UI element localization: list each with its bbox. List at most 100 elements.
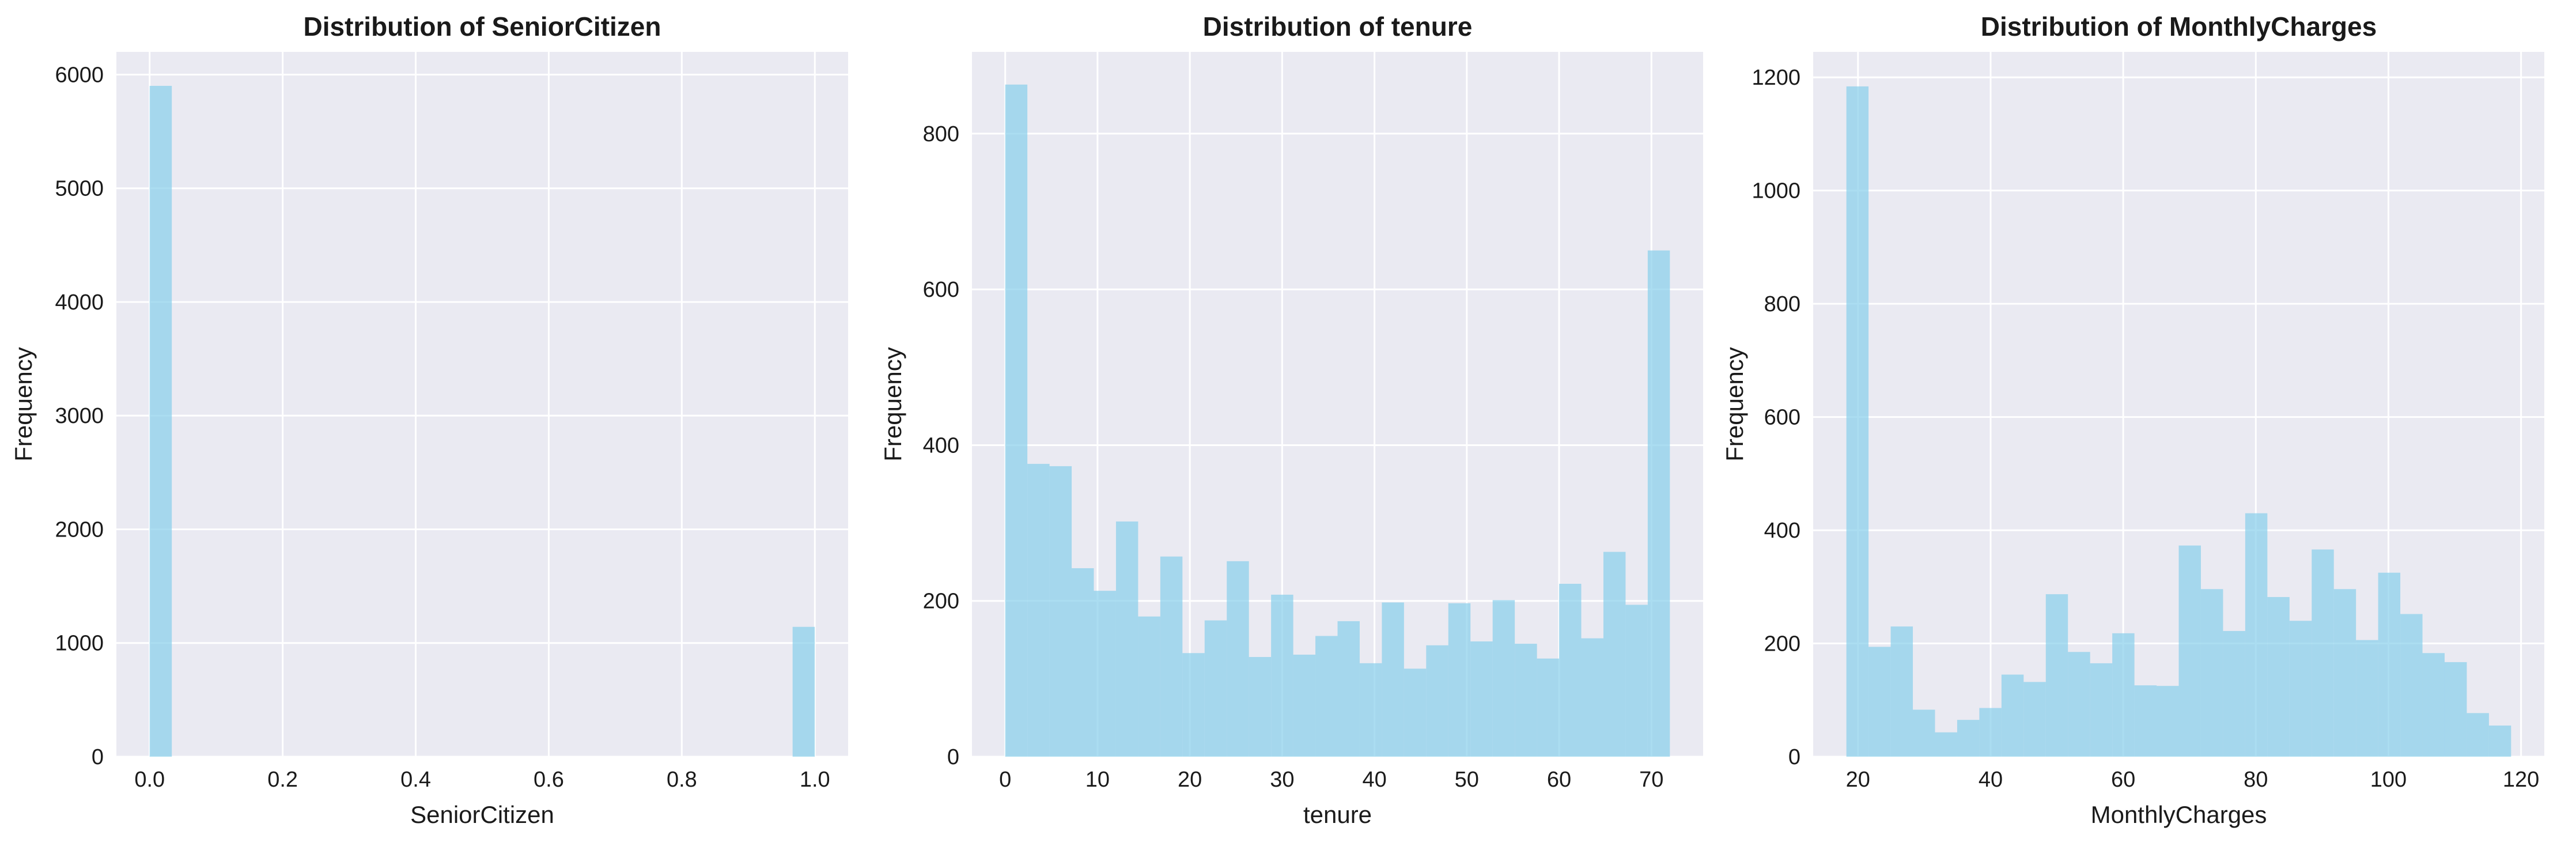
histogram-bar [1337,621,1360,757]
y-tick-label: 3000 [55,404,104,428]
histogram-bar [1315,636,1338,757]
histogram-bar [2422,653,2445,757]
histogram-bar [2223,630,2245,757]
histogram-bar [2200,589,2223,757]
x-tick-label: 40 [1362,768,1386,792]
chart-title: Distribution of tenure [1203,12,1473,41]
y-tick-label: 1000 [55,632,104,656]
chart-title: Distribution of SeniorCitizen [304,12,661,41]
histogram-bar [1625,605,1648,757]
histogram-bar [1603,552,1626,757]
x-axis-label: tenure [1303,801,1372,828]
y-tick-label: 200 [1764,632,1800,656]
y-tick-label: 600 [923,278,959,302]
histogram-bar [2134,685,2157,757]
x-axis-label: MonthlyCharges [2091,801,2267,828]
x-tick-label: 1.0 [800,768,830,792]
y-tick-label: 400 [1764,519,1800,543]
histogram-bar [1005,84,1028,757]
plot-area [1813,52,2544,757]
histogram-bar [2090,663,2113,757]
x-tick-label: 20 [1178,768,1202,792]
x-axis-label: SeniorCitizen [410,801,554,828]
x-tick-label: 10 [1085,768,1110,792]
histogram-bar [2245,513,2268,757]
histogram-bar [1492,600,1515,757]
y-axis-label: Frequency [1721,347,1748,461]
x-tick-label: 60 [1547,768,1571,792]
histogram-bar [1426,645,1448,757]
histogram-bar [1957,720,1980,757]
y-axis-label: Frequency [879,347,906,461]
histogram-bar [1027,463,1050,757]
x-tick-label: 0.6 [534,768,564,792]
y-tick-label: 0 [1788,745,1800,769]
y-tick-label: 400 [923,433,959,458]
x-tick-label: 40 [1979,768,2003,792]
histogram-bar [1515,644,1537,757]
x-tick-label: 60 [2111,768,2135,792]
y-tick-label: 0 [92,745,104,769]
histogram-bar [1049,466,1072,757]
histogram-bar [2001,674,2024,757]
histogram-bar [2112,633,2135,757]
histogram-bar [1094,591,1116,757]
histogram-bar [2267,596,2290,757]
y-tick-label: 6000 [55,63,104,87]
histogram-bar [1115,521,1138,757]
x-tick-label: 50 [1455,768,1479,792]
histogram-bar [2068,652,2090,757]
histogram-bar [1890,626,1913,757]
histogram-bar [149,85,172,757]
x-tick-label: 70 [1639,768,1663,792]
y-tick-label: 0 [947,745,959,769]
y-tick-label: 4000 [55,290,104,315]
histogram-bar [2444,662,2467,757]
histogram-bar [1868,647,1891,757]
histogram-bar [1470,641,1493,757]
histogram-bar [1448,603,1471,757]
x-tick-label: 0 [999,768,1011,792]
y-tick-label: 800 [1764,292,1800,316]
histogram-bar [1227,561,1249,757]
histogram-bar [1138,616,1160,757]
histogram-bar [1271,594,1293,757]
histogram-panel: 0 1000 2000 3000 4000 5000 6000 0.0 0.2 0.4 0.6 0.8… [10,12,848,828]
histogram-bar [2333,589,2356,757]
histogram-bar [1359,663,1382,757]
x-tick-label: 80 [2244,768,2268,792]
histogram-panel: 0 200 400 600 800 1000 1200 20 40 60 80 100 120 Distr… [1721,12,2544,828]
histogram-bar [2312,549,2334,757]
y-tick-label: 5000 [55,177,104,201]
y-tick-label: 1000 [1752,179,1800,203]
histogram-bar [1559,583,1582,757]
histogram-bar [1160,556,1183,757]
x-tick-label: 100 [2370,768,2407,792]
histogram-bar [1072,568,1094,757]
histogram-bar [1249,657,1272,757]
x-tick-label: 0.8 [667,768,697,792]
histogram-bar [2400,614,2423,757]
histogram-bar [2023,682,2046,757]
histogram-bar [792,626,815,757]
histogram-bar [1935,732,1957,757]
histogram-bar [2178,545,2201,757]
histogram-bar [1293,654,1316,757]
x-tick-label: 20 [1846,768,1870,792]
histogram-bar [1913,709,1935,757]
histogram-bar [2045,594,2068,757]
histogram-bar [1537,658,1560,757]
histogram-bar [1382,602,1404,757]
x-tick-label: 30 [1270,768,1294,792]
y-tick-label: 2000 [55,518,104,542]
histogram-bar [2378,572,2401,757]
x-tick-label: 120 [2503,768,2539,792]
x-tick-label: 0.4 [400,768,431,792]
histogram-bar [1979,708,2002,757]
y-tick-label: 1200 [1752,66,1800,90]
histogram-bar [2356,640,2378,757]
y-tick-label: 600 [1764,406,1800,430]
histogram-bar [2467,713,2489,757]
histogram-bar [2289,621,2312,757]
